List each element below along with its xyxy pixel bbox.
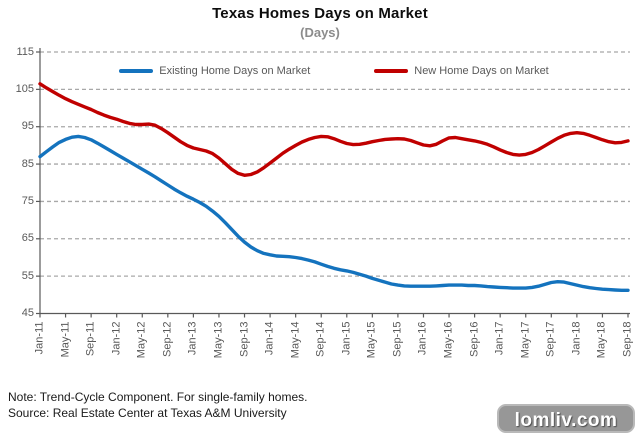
x-tick-label: May-15 xyxy=(365,321,378,359)
chart-notes: Note: Trend-Cycle Component. For single-… xyxy=(8,389,307,421)
y-tick-label: 45 xyxy=(21,307,34,319)
x-tick-label: Sep-15 xyxy=(391,321,404,357)
source-line: Source: Real Estate Center at Texas A&M … xyxy=(8,406,287,420)
legend-label-existing: Existing Home Days on Market xyxy=(159,65,311,77)
x-tick-label: Jan-14 xyxy=(263,321,276,356)
x-tick-label: Jan-15 xyxy=(340,321,353,356)
legend-item-existing: Existing Home Days on Market xyxy=(119,65,310,77)
x-tick-label: May-13 xyxy=(212,321,225,359)
legend-label-new: New Home Days on Market xyxy=(414,65,549,77)
x-tick-label: May-16 xyxy=(442,321,455,359)
x-tick-label: Jan-11 xyxy=(33,321,46,355)
x-tick-label: Sep-11 xyxy=(84,321,97,357)
x-tick-label: Sep-14 xyxy=(314,321,327,357)
chart-subtitle: (Days) xyxy=(300,25,340,40)
x-tick-label: Sep-13 xyxy=(238,321,251,357)
x-tick-label: May-12 xyxy=(135,321,148,359)
y-tick-label: 55 xyxy=(21,269,34,282)
x-tick-label: Sep-18 xyxy=(621,321,634,357)
x-tick-label: May-11 xyxy=(59,321,72,358)
x-tick-label: May-18 xyxy=(595,321,608,359)
y-tick-label: 95 xyxy=(21,120,34,133)
legend-item-new: New Home Days on Market xyxy=(374,65,549,77)
x-tick-label: Sep-16 xyxy=(468,321,481,357)
chart-title: Texas Homes Days on Market xyxy=(212,5,428,22)
legend-swatch-existing-line xyxy=(119,69,154,73)
x-tick-label: Jan-18 xyxy=(570,321,583,356)
legend: Existing Home Days on Market New Home Da… xyxy=(40,62,628,80)
x-tick-label: Jan-16 xyxy=(416,321,429,356)
y-tick-label: 115 xyxy=(16,45,34,58)
x-tick-label: Jan-17 xyxy=(493,321,506,356)
watermark-badge: lomliv.com xyxy=(497,404,635,433)
y-tick-label: 65 xyxy=(21,232,34,245)
x-tick-label: Jan-12 xyxy=(110,321,123,356)
x-tick-label: Sep-12 xyxy=(161,321,174,357)
x-tick-label: Jan-13 xyxy=(186,321,199,356)
x-tick-label: May-14 xyxy=(289,321,302,359)
y-tick-label: 75 xyxy=(21,194,34,207)
note-line: Note: Trend-Cycle Component. For single-… xyxy=(8,390,308,404)
y-tick-label: 85 xyxy=(21,157,34,170)
x-tick-label: Sep-17 xyxy=(544,321,557,357)
x-tick-label: May-17 xyxy=(519,321,532,359)
y-tick-label: 105 xyxy=(15,82,34,95)
legend-swatch-new-line xyxy=(374,69,409,73)
